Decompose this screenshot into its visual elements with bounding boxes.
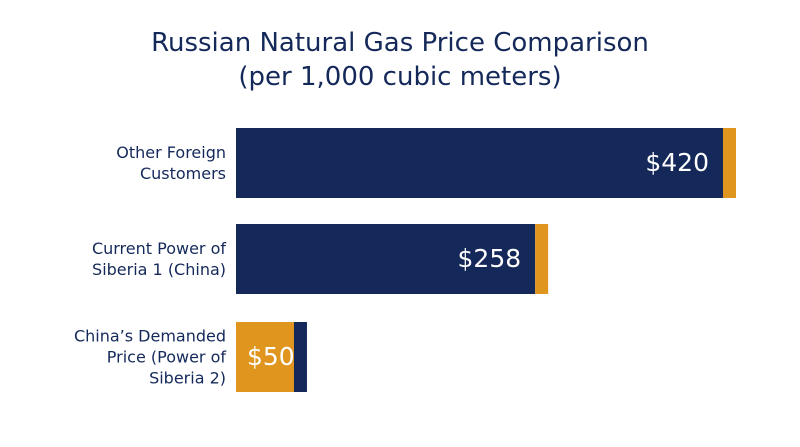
category-label: Other Foreign Customers: [116, 143, 226, 183]
bar: [236, 224, 536, 294]
value-label: $258: [458, 244, 522, 273]
bar: [236, 128, 723, 198]
category-label: Current Power of Siberia 1 (China): [91, 239, 226, 279]
bar: [236, 322, 294, 392]
category-label: China’s Demanded Price (Power of Siberia…: [73, 326, 226, 388]
value-label: $420: [645, 148, 709, 177]
bar-accent: [535, 224, 549, 294]
bar-accent: [293, 322, 307, 392]
value-label: $50: [247, 342, 295, 371]
chart-title: Russian Natural Gas Price Comparison (pe…: [151, 28, 649, 92]
bar-accent: [723, 128, 736, 198]
